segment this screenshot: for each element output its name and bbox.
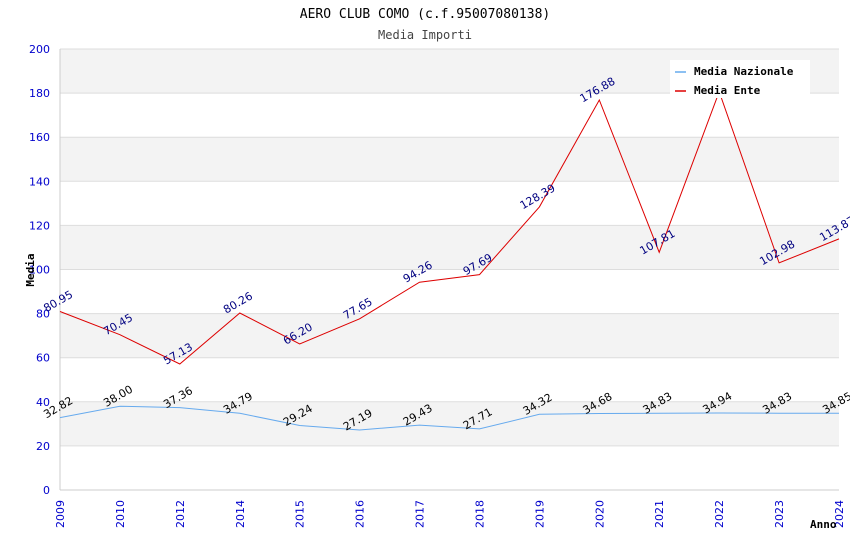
chart-subtitle: Media Importi xyxy=(378,28,472,42)
x-tick-label: 2014 xyxy=(234,500,247,528)
chart-title: AERO CLUB COMO (c.f.95007080138) xyxy=(300,7,550,22)
grid-band xyxy=(60,313,839,358)
x-axis-label: Anno xyxy=(810,518,837,531)
data-label-media-ente: 80.95 xyxy=(41,288,75,315)
legend-label-media-ente: Media Ente xyxy=(694,84,761,97)
x-tick-label: 2012 xyxy=(174,500,187,528)
y-tick-label: 80 xyxy=(36,308,50,321)
y-tick-label: 100 xyxy=(29,264,50,277)
y-tick-label: 180 xyxy=(29,87,50,100)
series-line-media-nazionale xyxy=(59,405,839,431)
y-tick-label: 40 xyxy=(36,396,50,409)
y-tick-labels: 0 20 40 60 80 100 120 140 160 180 200 xyxy=(29,43,50,497)
data-label-media-ente: 80.26 xyxy=(221,289,255,316)
axes xyxy=(59,49,839,491)
y-tick-label: 140 xyxy=(29,175,50,188)
x-tick-label: 2024 xyxy=(833,500,846,528)
x-tick-label: 2022 xyxy=(713,500,726,528)
x-tick-label: 2023 xyxy=(773,500,786,528)
x-tick-label: 2016 xyxy=(354,500,367,528)
x-tick-label: 2020 xyxy=(593,500,606,528)
x-tick-label: 2019 xyxy=(533,500,546,528)
y-tick-label: 60 xyxy=(36,352,50,365)
x-tick-label: 2017 xyxy=(414,500,427,528)
y-tick-label: 20 xyxy=(36,440,50,453)
data-label-media-ente: 128.39 xyxy=(518,182,558,213)
y-tick-label: 200 xyxy=(29,43,50,56)
legend: Media Nazionale Media Ente xyxy=(670,60,810,98)
grid-bands xyxy=(60,49,839,446)
x-tick-label: 2015 xyxy=(294,500,307,528)
y-tick-label: 120 xyxy=(29,219,50,232)
grid-band xyxy=(60,137,839,182)
legend-label-media-nazionale: Media Nazionale xyxy=(694,65,794,78)
x-tick-label: 2010 xyxy=(114,500,127,528)
x-tick-label: 2018 xyxy=(473,500,486,528)
grid-lines xyxy=(60,48,839,491)
x-tick-label: 2021 xyxy=(653,500,666,528)
x-tick-label: 2009 xyxy=(54,500,67,528)
y-tick-label: 160 xyxy=(29,131,50,144)
series-lines xyxy=(59,90,840,431)
y-tick-label: 0 xyxy=(43,484,50,497)
y-axis-label: Media xyxy=(24,253,37,286)
grid-band xyxy=(60,401,839,446)
legend-box xyxy=(670,60,810,98)
series-line-media-ente xyxy=(59,90,840,365)
x-tick-labels: 2009 2010 2012 2014 2015 2016 2017 2018 2019 2020… xyxy=(54,500,846,528)
grid-band xyxy=(60,225,839,270)
